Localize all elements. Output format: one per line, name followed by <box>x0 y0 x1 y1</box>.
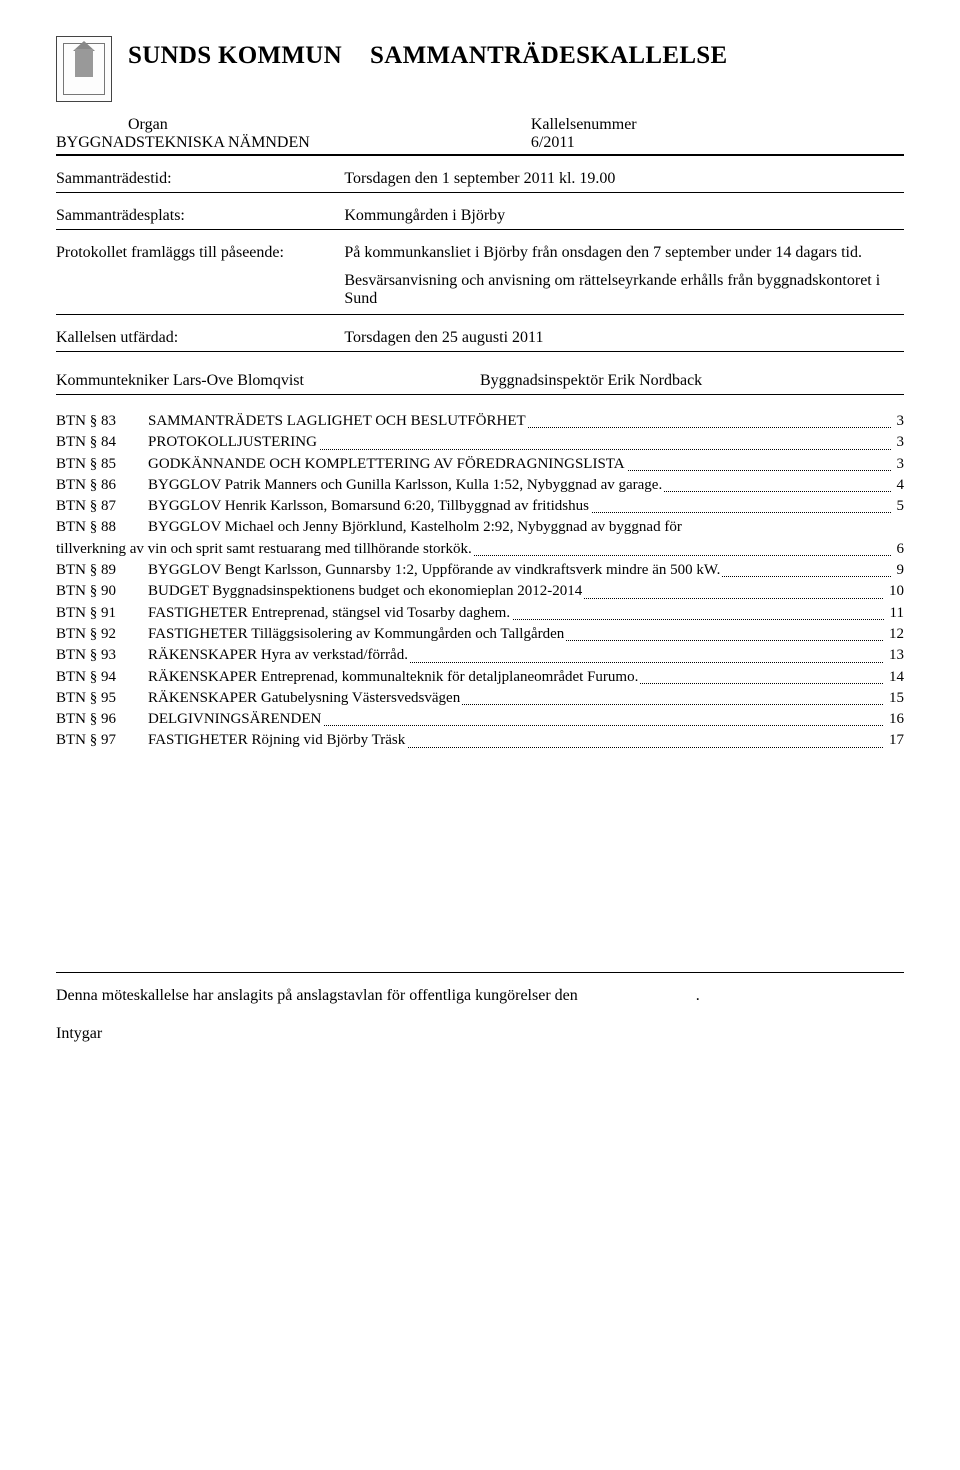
rule <box>56 314 904 315</box>
toc-title: BYGGLOV Henrik Karlsson, Bomarsund 6:20,… <box>148 496 891 517</box>
toc-row: tillverkning av vin och sprit samt restu… <box>56 539 904 560</box>
rule <box>56 154 904 156</box>
toc-code: BTN § 90 <box>56 581 148 602</box>
plats-label: Sammanträdesplats: <box>56 207 344 225</box>
toc-title: RÄKENSKAPER Hyra av verkstad/förråd. <box>148 645 883 666</box>
toc-code: BTN § 95 <box>56 688 148 709</box>
prot-label: Protokollet framläggs till påseende: <box>56 244 344 262</box>
toc-code: BTN § 92 <box>56 624 148 645</box>
besvar-text: Besvärsanvisning och anvisning om rättel… <box>56 272 904 308</box>
toc-title: BYGGLOV Michael och Jenny Björklund, Kas… <box>148 517 904 538</box>
toc-page: 15 <box>883 688 904 709</box>
toc-row: BTN § 91FASTIGHETER Entreprenad, stängse… <box>56 603 904 624</box>
rule <box>56 972 904 973</box>
toc-title: RÄKENSKAPER Gatubelysning Västersvedsväg… <box>148 688 883 709</box>
toc-page: 9 <box>891 560 905 581</box>
toc-title: BUDGET Byggnadsinspektionens budget och … <box>148 581 883 602</box>
toc-code: BTN § 83 <box>56 411 148 432</box>
kallelse-value: 6/2011 <box>531 134 575 151</box>
toc-page: 10 <box>883 581 904 602</box>
toc-row: BTN § 90BUDGET Byggnadsinspektionens bud… <box>56 581 904 602</box>
doc-title: SUNDS KOMMUN SAMMANTRÄDESKALLELSE <box>128 36 727 70</box>
toc-page: 6 <box>891 539 905 560</box>
utfardad-label: Kallelsen utfärdad: <box>56 329 344 347</box>
toc-title: PROTOKOLLJUSTERING <box>148 432 891 453</box>
toc-row: BTN § 95RÄKENSKAPER Gatubelysning Väster… <box>56 688 904 709</box>
toc-row: BTN § 88BYGGLOV Michael och Jenny Björkl… <box>56 517 904 538</box>
toc-code: BTN § 88 <box>56 517 148 538</box>
toc-row: BTN § 84PROTOKOLLJUSTERING3 <box>56 432 904 453</box>
prot-value: På kommunkansliet i Björby från onsdagen… <box>344 244 904 262</box>
toc-row: BTN § 96DELGIVNINGSÄRENDEN16 <box>56 709 904 730</box>
toc-code: BTN § 97 <box>56 730 148 751</box>
toc-page: 11 <box>884 603 904 624</box>
toc-page: 5 <box>891 496 905 517</box>
toc-code: BTN § 96 <box>56 709 148 730</box>
doc-type: SAMMANTRÄDESKALLELSE <box>370 42 727 69</box>
toc-title: RÄKENSKAPER Entreprenad, kommunalteknik … <box>148 667 883 688</box>
toc-row: BTN § 97FASTIGHETER Röjning vid Björby T… <box>56 730 904 751</box>
toc-page: 14 <box>883 667 904 688</box>
toc-title: tillverkning av vin och sprit samt restu… <box>56 539 891 560</box>
toc-row: BTN § 87BYGGLOV Henrik Karlsson, Bomarsu… <box>56 496 904 517</box>
footer-line2: Intygar <box>56 1025 904 1043</box>
toc-row: BTN § 83SAMMANTRÄDETS LAGLIGHET OCH BESL… <box>56 411 904 432</box>
toc-page: 12 <box>883 624 904 645</box>
utfardad-value: Torsdagen den 25 augusti 2011 <box>344 329 904 347</box>
toc-title: SAMMANTRÄDETS LAGLIGHET OCH BESLUTFÖRHET <box>148 411 891 432</box>
org-name: SUNDS KOMMUN <box>128 42 342 69</box>
toc-page: 4 <box>891 475 905 496</box>
toc-page: 17 <box>883 730 904 751</box>
toc-title: BYGGLOV Patrik Manners och Gunilla Karls… <box>148 475 891 496</box>
toc-row: BTN § 94RÄKENSKAPER Entreprenad, kommuna… <box>56 667 904 688</box>
toc-row: BTN § 89BYGGLOV Bengt Karlsson, Gunnarsb… <box>56 560 904 581</box>
rule <box>56 229 904 230</box>
toc-row: BTN § 93RÄKENSKAPER Hyra av verkstad/för… <box>56 645 904 666</box>
rule <box>56 192 904 193</box>
toc-code: BTN § 94 <box>56 667 148 688</box>
toc-title: FASTIGHETER Tilläggsisolering av Kommung… <box>148 624 883 645</box>
tid-label: Sammanträdestid: <box>56 170 344 188</box>
toc-page: 3 <box>891 454 905 475</box>
toc-code: BTN § 89 <box>56 560 148 581</box>
municipal-crest <box>56 36 112 102</box>
kallelse-label: Kallelsenummer <box>531 116 904 134</box>
toc-row: BTN § 86BYGGLOV Patrik Manners och Gunil… <box>56 475 904 496</box>
organ-label: Organ <box>56 116 531 134</box>
toc: BTN § 83SAMMANTRÄDETS LAGLIGHET OCH BESL… <box>56 411 904 752</box>
toc-row: BTN § 92FASTIGHETER Tilläggsisolering av… <box>56 624 904 645</box>
toc-code: BTN § 86 <box>56 475 148 496</box>
toc-page: 16 <box>883 709 904 730</box>
footer-line1: Denna möteskallelse har anslagits på ans… <box>56 987 904 1005</box>
toc-page: 3 <box>891 432 905 453</box>
plats-value: Kommungården i Björby <box>344 207 904 225</box>
toc-title: FASTIGHETER Röjning vid Björby Träsk <box>148 730 883 751</box>
toc-code: BTN § 85 <box>56 454 148 475</box>
toc-code: BTN § 91 <box>56 603 148 624</box>
sign-left: Kommuntekniker Lars-Ove Blomqvist <box>56 372 480 390</box>
toc-row: BTN § 85GODKÄNNANDE OCH KOMPLETTERING AV… <box>56 454 904 475</box>
toc-page: 13 <box>883 645 904 666</box>
toc-title: GODKÄNNANDE OCH KOMPLETTERING AV FÖREDRA… <box>148 454 891 475</box>
toc-code: BTN § 87 <box>56 496 148 517</box>
toc-title: BYGGLOV Bengt Karlsson, Gunnarsby 1:2, U… <box>148 560 891 581</box>
toc-page: 3 <box>891 411 905 432</box>
toc-title: FASTIGHETER Entreprenad, stängsel vid To… <box>148 603 884 624</box>
organ-name: BYGGNADSTEKNISKA NÄMNDEN <box>56 134 310 151</box>
rule <box>56 351 904 352</box>
tid-value: Torsdagen den 1 september 2011 kl. 19.00 <box>344 170 904 188</box>
toc-code: BTN § 84 <box>56 432 148 453</box>
rule <box>56 394 904 395</box>
toc-title: DELGIVNINGSÄRENDEN <box>148 709 883 730</box>
sign-right: Byggnadsinspektör Erik Nordback <box>480 372 904 390</box>
toc-code: BTN § 93 <box>56 645 148 666</box>
